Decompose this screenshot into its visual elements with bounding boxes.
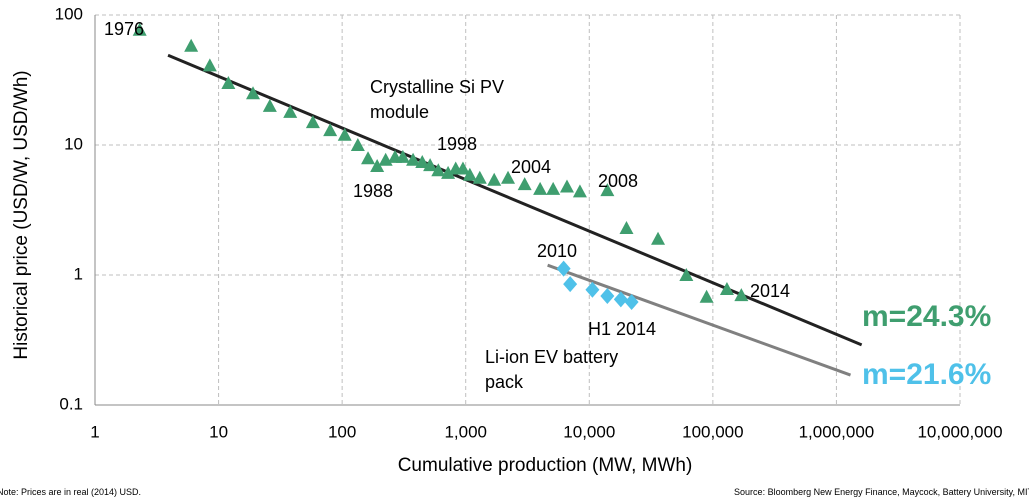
y-tick-label: 100 <box>55 4 83 23</box>
data-point <box>563 276 578 293</box>
data-point <box>431 163 446 177</box>
data-point <box>572 184 587 198</box>
data-point <box>361 151 376 165</box>
data-point <box>487 172 502 186</box>
data-point <box>221 75 236 89</box>
data-point <box>556 260 571 277</box>
x-tick-label: 10,000,000 <box>917 422 1002 441</box>
y-axis-title: Historical price (USD/W, USD/Wh) <box>11 70 32 359</box>
x-tick-label: 100,000 <box>682 422 743 441</box>
data-point <box>501 170 516 184</box>
data-point <box>624 293 639 310</box>
data-point <box>337 127 352 141</box>
x-tick-label: 1,000 <box>444 422 487 441</box>
annotation: 1976 <box>104 19 145 39</box>
annotation: 2010 <box>537 241 578 261</box>
slope-label: m=21.6% <box>862 358 992 391</box>
data-point <box>395 149 410 163</box>
annotation: Li-ion EV battery pack <box>485 347 619 392</box>
data-point <box>585 281 600 298</box>
data-point <box>441 165 456 179</box>
data-point <box>202 58 217 72</box>
data-point <box>132 22 147 36</box>
data-point <box>679 268 694 281</box>
x-tick-label: 10 <box>209 422 228 441</box>
annotation: 2004 <box>511 157 552 177</box>
x-axis-title: Cumulative production (MW, MWh) <box>398 455 693 476</box>
annotation: 1998 <box>437 134 478 154</box>
trend-line <box>167 53 863 347</box>
data-point <box>283 104 298 118</box>
note: Note: Prices are in real (2014) USD. <box>0 487 142 497</box>
data-point <box>350 138 365 151</box>
x-tick-label: 10,000 <box>563 422 615 441</box>
source: Source: Bloomberg New Energy Finance, Ma… <box>734 487 1029 497</box>
slope-label: m=24.3% <box>862 300 992 333</box>
data-point <box>600 287 615 304</box>
data-point <box>734 288 749 302</box>
annotation: 2014 <box>750 281 791 301</box>
data-point <box>415 154 430 168</box>
annotation: 2008 <box>598 171 639 191</box>
annotation: 1988 <box>353 181 394 201</box>
data-point <box>719 282 734 296</box>
data-point <box>619 220 634 234</box>
data-point <box>546 181 561 195</box>
data-point <box>462 167 477 181</box>
annotation: Crystalline Si PV module <box>370 77 505 122</box>
data-point <box>262 98 277 112</box>
data-point <box>699 289 714 303</box>
data-point <box>559 179 574 193</box>
x-tick-label: 1 <box>90 422 99 441</box>
annotation: H1 2014 <box>588 319 657 339</box>
data-point <box>533 181 548 195</box>
data-point <box>517 177 532 191</box>
x-tick-label: 100 <box>328 422 356 441</box>
data-point <box>613 291 628 308</box>
data-point <box>246 86 261 100</box>
x-tick-label: 1,000,000 <box>799 422 875 441</box>
y-tick-label: 10 <box>64 134 83 153</box>
data-point <box>406 152 421 166</box>
data-point <box>370 158 385 172</box>
trend-line <box>547 263 852 377</box>
data-point <box>651 231 666 245</box>
y-tick-label: 0.1 <box>59 394 83 413</box>
data-point <box>184 38 199 52</box>
data-point <box>423 158 438 172</box>
data-point <box>323 123 338 137</box>
data-point <box>472 170 487 184</box>
data-point <box>455 161 470 175</box>
y-tick-label: 1 <box>74 264 83 283</box>
data-point <box>600 183 615 197</box>
data-point <box>305 115 320 129</box>
